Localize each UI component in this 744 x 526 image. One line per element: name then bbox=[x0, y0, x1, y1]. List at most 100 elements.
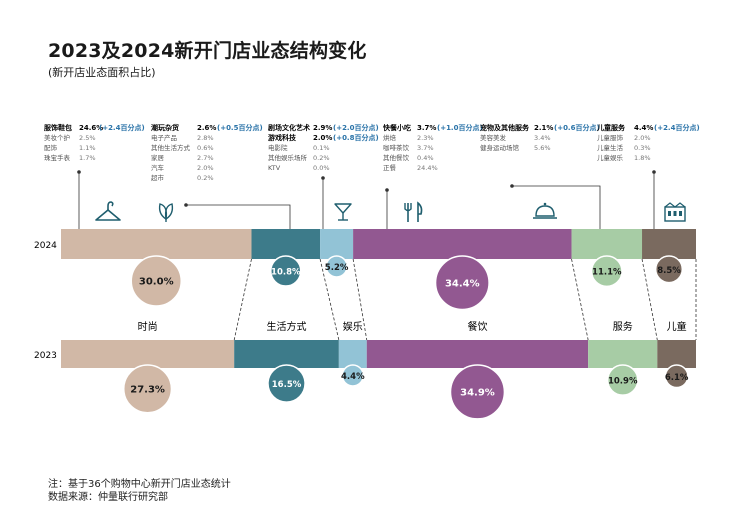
bubble-2023-value-label: 4.4% bbox=[341, 372, 365, 382]
source-line: 数据来源：仲量联行研究部 bbox=[48, 492, 168, 503]
detail-item-value: 0.2% bbox=[313, 154, 330, 162]
detail-item-label: 美容美发 bbox=[480, 133, 507, 142]
detail-item-value: 2.3% bbox=[417, 134, 434, 142]
detail-header-value: 2.6% bbox=[197, 124, 216, 132]
bubble-2024-value-label: 10.8% bbox=[271, 267, 301, 277]
leader-line-lifestyle bbox=[186, 204, 291, 229]
detail-header: 儿童服务 bbox=[596, 123, 626, 132]
bubble-2023-bubble-fashion bbox=[122, 364, 173, 414]
bar-2024-fnb bbox=[353, 229, 572, 259]
detail-item-value: 2.8% bbox=[197, 134, 214, 142]
note-line: 注：基于36个购物中心新开门店业态统计 bbox=[48, 479, 231, 490]
detail-item-label: 配饰 bbox=[44, 143, 58, 152]
detail-item-value: 1.8% bbox=[634, 154, 651, 162]
detail-header: 潮玩杂货 bbox=[151, 123, 179, 132]
year-label-2023: 2023 bbox=[34, 351, 57, 361]
bubble-2024-bubble-lifestyle bbox=[270, 255, 302, 287]
category-label: 儿童 bbox=[667, 320, 687, 333]
detail-header-value: 4.4% bbox=[634, 124, 653, 132]
bubble-2024-value-label: 30.0% bbox=[139, 276, 174, 287]
detail-item-value: 0.2% bbox=[197, 174, 214, 182]
leader-line-service bbox=[512, 185, 601, 229]
detail-item-value: 0.6% bbox=[197, 144, 214, 152]
detail-item-value: 3.4% bbox=[534, 134, 551, 142]
detail-item-value: 2.0% bbox=[634, 134, 651, 142]
detail-header-value: 24.6% bbox=[79, 124, 103, 132]
category-label: 娱乐 bbox=[343, 320, 363, 333]
detail-header-change: (+0.8百分点) bbox=[333, 133, 379, 142]
bar-2023-service bbox=[588, 340, 658, 368]
bubble-2023-bubble-service bbox=[606, 364, 639, 396]
bar-2023-fashion bbox=[61, 340, 235, 368]
bar-2023-lifestyle bbox=[234, 340, 339, 368]
detail-header-change: (+2.4百分点) bbox=[654, 123, 700, 132]
detail-item-value: 0.1% bbox=[313, 144, 330, 152]
detail-header: 服饰鞋包 bbox=[44, 123, 72, 132]
bar-2024-fashion bbox=[61, 229, 252, 259]
connector-line bbox=[641, 258, 658, 341]
cocktail-icon bbox=[334, 203, 352, 221]
detail-item-label: 烘焙 bbox=[383, 133, 397, 142]
leader-dot bbox=[77, 170, 81, 174]
detail-item-label: 咖啡茶饮 bbox=[383, 143, 410, 152]
bubble-2023-bubble-lifestyle bbox=[267, 364, 306, 403]
year-label-2024: 2024 bbox=[34, 241, 57, 251]
detail-item-label: 电子产品 bbox=[151, 133, 177, 142]
detail-item-value: 0.3% bbox=[634, 144, 651, 152]
category-label: 服务 bbox=[613, 320, 633, 333]
bubble-2023-bubble-fnb bbox=[449, 364, 506, 420]
bar-2023-entertainment bbox=[338, 340, 367, 368]
detail-item-label: 儿童服饰 bbox=[597, 133, 624, 142]
detail-item-label: 儿童娱乐 bbox=[597, 153, 624, 162]
bubble-2023-bubble-entertainment bbox=[341, 364, 365, 387]
detail-header-change: (+2.4百分点) bbox=[99, 123, 145, 132]
detail-item-value: 1.7% bbox=[79, 154, 96, 162]
detail-header-value: 3.7% bbox=[417, 124, 436, 132]
bar-2024-entertainment bbox=[320, 229, 354, 259]
leaf-icon bbox=[158, 203, 174, 222]
detail-header: 快餐小吃 bbox=[383, 123, 411, 132]
bar-2023-fnb bbox=[366, 340, 589, 368]
bubble-2024-value-label: 5.2% bbox=[325, 263, 349, 273]
chart-subtitle: (新开店业态面积占比) bbox=[48, 66, 156, 79]
connector-line bbox=[233, 258, 252, 341]
category-label: 餐饮 bbox=[467, 320, 487, 333]
detail-header: 游戏科技 bbox=[268, 133, 297, 142]
detail-item-label: 健身运动场馆 bbox=[480, 143, 520, 152]
bubble-2023-value-label: 10.9% bbox=[608, 377, 638, 387]
detail-header: 剧场文化艺术 bbox=[268, 123, 310, 132]
detail-header-value: 2.1% bbox=[534, 124, 553, 132]
leader-dot bbox=[184, 203, 188, 207]
detail-item-value: 0.4% bbox=[417, 154, 434, 162]
detail-item-label: 美妆个护 bbox=[44, 133, 70, 142]
connector-line bbox=[352, 258, 368, 341]
bubble-2024-bubble-entertainment bbox=[325, 255, 348, 278]
leader-dot bbox=[321, 176, 325, 180]
bar-2024-lifestyle bbox=[251, 229, 321, 259]
detail-header-change: (+0.5百分点) bbox=[217, 123, 263, 132]
bubble-2024-bubble-service bbox=[590, 255, 623, 288]
detail-item-value: 2.5% bbox=[79, 134, 96, 142]
detail-item-value: 3.7% bbox=[417, 144, 434, 152]
building-icon bbox=[664, 202, 686, 222]
detail-item-label: 电影院 bbox=[268, 143, 288, 152]
detail-item-label: 珠宝手表 bbox=[44, 153, 71, 162]
bubble-2023-value-label: 16.5% bbox=[272, 380, 302, 390]
detail-item-label: 超市 bbox=[151, 173, 165, 182]
detail-item-value: 1.1% bbox=[79, 144, 96, 152]
bar-2024-children bbox=[642, 229, 696, 259]
category-label: 生活方式 bbox=[267, 320, 307, 333]
bar-2024-service bbox=[571, 229, 643, 259]
bubble-2023-value-label: 6.1% bbox=[665, 373, 689, 383]
bubble-2024-bubble-fnb bbox=[434, 255, 490, 311]
bubble-2023-bubble-children bbox=[664, 364, 689, 389]
bar-2023-children bbox=[657, 340, 696, 368]
bubble-2024-value-label: 34.4% bbox=[445, 278, 480, 289]
fork-knife-icon bbox=[404, 201, 423, 222]
detail-header: 宠物及其他服务 bbox=[480, 123, 530, 132]
detail-item-label: 正餐 bbox=[383, 163, 397, 172]
bubble-2024-bubble-children bbox=[654, 255, 684, 284]
detail-item-label: 家居 bbox=[151, 153, 165, 162]
detail-header-change: (+2.0百分点) bbox=[333, 123, 379, 132]
detail-item-value: 2.0% bbox=[197, 164, 214, 172]
